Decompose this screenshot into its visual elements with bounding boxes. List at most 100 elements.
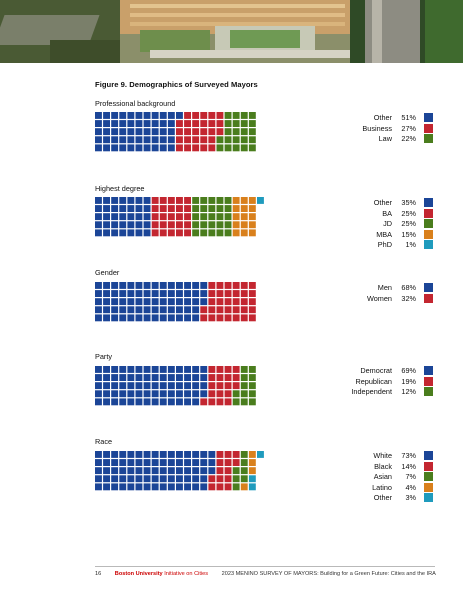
waffle-square-white: [103, 451, 110, 458]
waffle-square-men: [135, 282, 143, 289]
waffle-square-other: [111, 120, 119, 127]
waffle-square-law: [240, 144, 248, 152]
waffle-square-other: [167, 112, 175, 119]
waffle-square-democrat: [103, 366, 110, 373]
waffle-square-ba: [176, 229, 183, 237]
waffle-square-other: [159, 112, 167, 119]
waffle-square-other: [111, 197, 119, 204]
waffle-square-mba: [232, 213, 240, 221]
waffle-square-democrat: [103, 374, 110, 381]
waffle-square-mba: [248, 221, 256, 229]
waffle-square-white: [103, 467, 110, 475]
waffle-square-women: [232, 282, 240, 289]
waffle-square-mba: [232, 221, 240, 229]
waffle-square-independent: [240, 398, 248, 406]
series-white: [95, 451, 216, 491]
waffle-square-democrat: [119, 382, 127, 390]
waffle-square-other: [127, 128, 135, 136]
waffle-square-democrat: [167, 398, 175, 406]
waffle-square-democrat: [111, 398, 119, 406]
series-other: [248, 451, 264, 491]
waffle-square-women: [224, 306, 232, 314]
waffle-square-ba: [159, 213, 167, 221]
waffle-square-jd: [208, 229, 216, 237]
waffle-square-ba: [167, 213, 175, 221]
legend-swatch: [424, 134, 433, 143]
waffle-square-white: [192, 459, 200, 466]
waffle-square-ba: [176, 197, 183, 204]
legend-value: 25%: [401, 208, 416, 218]
waffle-square-women: [248, 298, 256, 306]
waffle-square-business: [216, 120, 224, 127]
waffle-square-other: [111, 221, 119, 229]
waffle-square-white: [159, 475, 167, 483]
waffle-square-independent: [248, 398, 256, 406]
waffle-square-other: [135, 112, 143, 119]
legend-label: Law: [378, 134, 392, 143]
waffle-square-other: [127, 136, 135, 144]
footer-university: Boston University: [114, 571, 163, 577]
waffle-square-other: [151, 112, 159, 119]
waffle-square-mba: [240, 213, 248, 221]
waffle-square-democrat: [184, 374, 191, 381]
waffle-square-democrat: [127, 366, 135, 373]
waffle-square-men: [151, 290, 159, 297]
waffle-square-other: [143, 144, 151, 152]
waffle-square-other: [167, 120, 175, 127]
waffle-square-law: [240, 120, 248, 127]
waffle-square-men: [200, 282, 208, 289]
waffle-square-men: [135, 290, 143, 297]
waffle-square-other: [95, 112, 102, 119]
legend-swatch: [424, 293, 433, 303]
waffle-square-white: [184, 459, 191, 466]
waffle-square-law: [240, 136, 248, 144]
waffle-square-jd: [208, 221, 216, 229]
waffle-square-mba: [232, 205, 240, 212]
waffle-square-democrat: [135, 366, 143, 373]
waffle-square-men: [159, 314, 167, 322]
waffle-square-men: [151, 306, 159, 314]
waffle-square-white: [176, 459, 183, 466]
legend-value: 32%: [401, 293, 416, 303]
waffle-square-white: [167, 475, 175, 483]
waffle-square-men: [119, 282, 127, 289]
waffle-square-jd: [224, 221, 232, 229]
series-ba: [151, 197, 191, 237]
waffle-square-law: [240, 112, 248, 119]
waffle-square-ba: [176, 221, 183, 229]
waffle-square-other: [159, 144, 167, 152]
legend-value: 1%: [405, 240, 416, 249]
waffle-square-white: [127, 483, 135, 491]
waffle-square-republican: [224, 398, 232, 406]
waffle-square-business: [216, 112, 224, 119]
waffle-square-black: [216, 467, 224, 475]
legend-label: Independent: [351, 387, 392, 396]
waffle-square-women: [216, 282, 224, 289]
footer-initiative: Initiative on Cities: [164, 571, 209, 577]
waffle-square-black: [224, 475, 232, 483]
waffle-square-business: [200, 112, 208, 119]
waffle-square-other: [257, 451, 264, 458]
legend-item: PhD 1%: [343, 240, 433, 251]
legend-item: Latino 4%: [343, 482, 433, 494]
waffle-square-law: [224, 136, 232, 144]
waffle-square-jd: [216, 221, 224, 229]
waffle-square-men: [95, 282, 102, 289]
legend-value: 19%: [401, 376, 416, 386]
waffle-square-ba: [176, 213, 183, 221]
waffle-square-democrat: [103, 398, 110, 406]
waffle-square-other: [167, 128, 175, 136]
waffle-square-white: [127, 467, 135, 475]
legend-swatch: [424, 198, 433, 207]
waffle-square-republican: [232, 374, 240, 381]
waffle-square-other: [135, 229, 143, 237]
chart-title-professional-background: Professional background: [95, 99, 176, 108]
waffle-square-black: [216, 483, 224, 491]
waffle-square-other: [103, 128, 110, 136]
waffle-square-women: [216, 314, 224, 322]
waffle-square-democrat: [200, 366, 208, 373]
waffle-square-white: [151, 459, 159, 466]
waffle-square-law: [240, 128, 248, 136]
waffle-square-democrat: [151, 374, 159, 381]
waffle-square-men: [143, 282, 151, 289]
